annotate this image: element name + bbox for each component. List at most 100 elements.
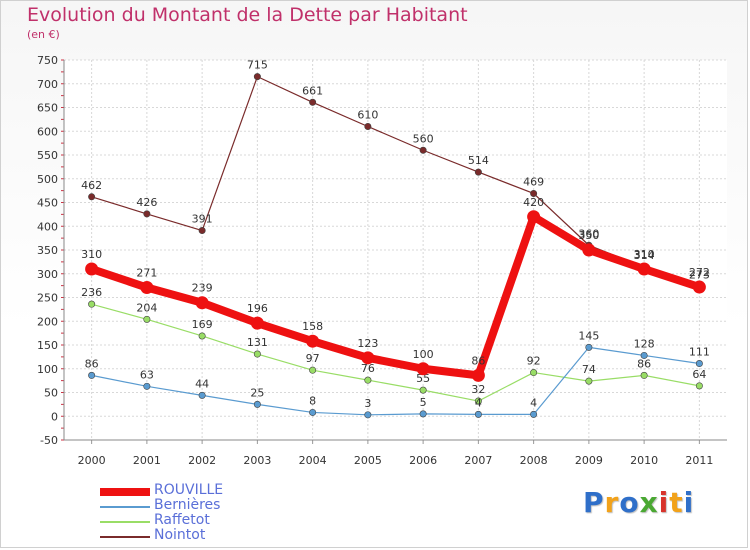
data-point [419, 410, 427, 418]
data-label: 3 [364, 397, 371, 410]
series-line-0 [90, 212, 701, 380]
data-label: 4 [530, 396, 537, 409]
data-label: 462 [81, 179, 102, 192]
data-point [419, 386, 427, 394]
y-tick-label: 550 [37, 149, 58, 162]
data-label: 661 [302, 84, 323, 97]
legend-item-raffetot: Raffetot [100, 512, 300, 529]
data-label: 420 [523, 196, 544, 209]
data-point [143, 210, 151, 218]
data-label: 350 [578, 229, 599, 242]
data-point [143, 382, 151, 390]
data-label: 97 [306, 352, 320, 365]
data-label: 5 [420, 396, 427, 409]
data-point [364, 123, 372, 131]
x-tick-label: 2010 [630, 454, 658, 467]
series-line-2 [91, 303, 700, 402]
data-point [253, 73, 261, 81]
data-label: 131 [247, 336, 268, 349]
y-tick-label: 650 [37, 102, 58, 115]
data-point [692, 280, 706, 294]
data-point [637, 262, 651, 276]
data-label: 310 [634, 248, 655, 261]
data-label: 123 [357, 337, 378, 350]
legend-item-nointot: Nointot [100, 527, 300, 544]
data-point [309, 98, 317, 106]
data-point [250, 316, 264, 330]
legend-swatch-raffetot [100, 520, 150, 523]
data-label: 25 [250, 386, 264, 399]
data-label: 310 [81, 248, 102, 261]
data-point [474, 397, 482, 405]
data-label: 8 [309, 394, 316, 407]
legend-label-nointot: Nointot [154, 527, 206, 543]
data-label: 391 [192, 213, 213, 226]
y-tick-label: 250 [37, 292, 58, 305]
data-point [195, 296, 209, 310]
x-tick-label: 2008 [520, 454, 548, 467]
legend-swatch-rouville [100, 487, 150, 496]
legend-label-rouville: ROUVILLE [154, 482, 224, 498]
y-tick-label: 150 [37, 339, 58, 352]
data-point [361, 351, 375, 365]
data-point [309, 366, 317, 374]
data-label: 86 [471, 354, 485, 367]
data-label: 469 [523, 175, 544, 188]
legend-item-rouville: ROUVILLE [100, 482, 300, 499]
series-line-1 [91, 346, 700, 416]
data-point [640, 371, 648, 379]
data-label: 560 [413, 132, 434, 145]
data-label: 92 [527, 355, 541, 368]
data-point [85, 262, 99, 276]
data-point [306, 334, 320, 348]
x-tick-label: 2002 [188, 454, 216, 467]
data-label: 128 [634, 337, 655, 350]
legend-swatch-nointot [100, 535, 150, 538]
data-label: 100 [413, 348, 434, 361]
data-label: 271 [136, 267, 157, 280]
data-point [530, 369, 538, 377]
x-tick-label: 2000 [78, 454, 106, 467]
x-tick-label: 2004 [299, 454, 327, 467]
y-tick-label: 350 [37, 244, 58, 257]
data-label: 169 [192, 318, 213, 331]
data-point [530, 410, 538, 418]
data-point [364, 411, 372, 419]
x-tick-label: 2006 [409, 454, 437, 467]
data-point [640, 351, 648, 359]
y-tick-label: 0 [51, 410, 58, 423]
x-tick-label: 2009 [575, 454, 603, 467]
data-point [309, 408, 317, 416]
chart-title: Evolution du Montant de la Dette par Hab… [27, 4, 468, 26]
data-label: 111 [689, 346, 710, 359]
y-tick-label: 600 [37, 125, 58, 138]
legend-swatch-bernieres [100, 505, 150, 508]
data-point [419, 146, 427, 154]
x-tick-label: 2003 [243, 454, 271, 467]
data-label: 236 [81, 286, 102, 299]
y-tick-label: 100 [37, 363, 58, 376]
data-label: 158 [302, 320, 323, 333]
data-point [88, 371, 96, 379]
data-label: 74 [582, 363, 596, 376]
data-label: 76 [361, 362, 375, 375]
y-tick-label: 750 [37, 54, 58, 67]
legend-item-bernieres: Bernières [100, 497, 300, 514]
data-label: 715 [247, 59, 268, 72]
data-point [695, 360, 703, 368]
data-point [474, 410, 482, 418]
data-label: 204 [136, 301, 157, 314]
data-point [416, 362, 430, 376]
data-label: 314 [634, 249, 655, 262]
x-tick-label: 2005 [354, 454, 382, 467]
y-tick-label: 200 [37, 315, 58, 328]
plot-area [64, 60, 727, 440]
data-point [88, 300, 96, 308]
data-label: 64 [692, 368, 706, 381]
data-label: 426 [136, 196, 157, 209]
data-point [143, 315, 151, 323]
x-tick-label: 2011 [685, 454, 713, 467]
data-label: 55 [416, 372, 430, 385]
proxiti-logo: Proxiti [583, 486, 695, 519]
legend-label-bernieres: Bernières [154, 497, 221, 513]
